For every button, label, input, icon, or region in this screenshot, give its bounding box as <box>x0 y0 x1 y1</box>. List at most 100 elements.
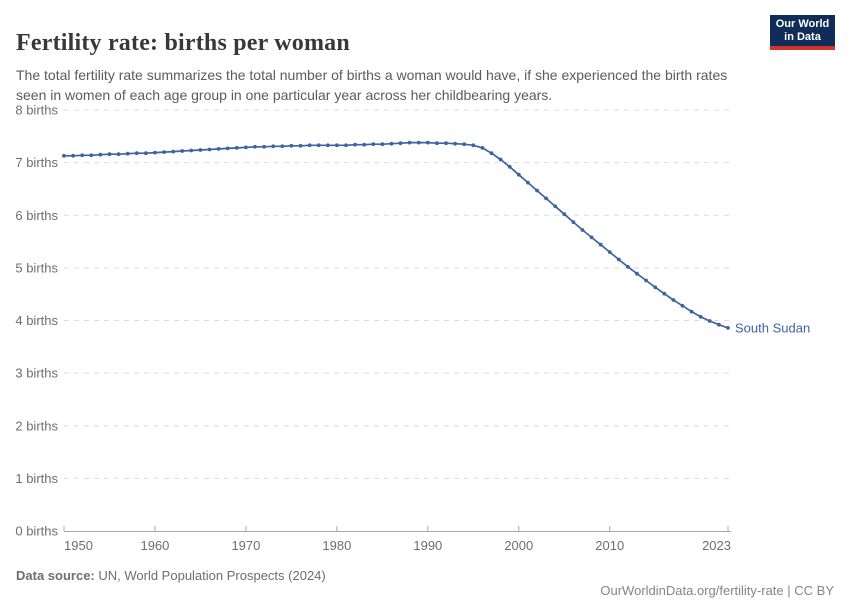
data-point[interactable] <box>662 291 667 296</box>
data-point[interactable] <box>116 152 121 157</box>
data-point[interactable] <box>689 309 694 314</box>
data-point[interactable] <box>526 180 530 185</box>
x-tick-label: 1960 <box>140 538 169 553</box>
data-point[interactable] <box>398 141 403 146</box>
data-point[interactable] <box>225 146 230 151</box>
data-point[interactable] <box>626 264 630 269</box>
y-tick-label: 8 births <box>15 103 58 118</box>
data-point[interactable] <box>198 148 203 152</box>
data-point[interactable] <box>289 143 294 148</box>
data-point[interactable] <box>416 140 421 145</box>
data-point[interactable] <box>271 144 276 149</box>
data-point[interactable] <box>180 149 185 153</box>
data-point[interactable] <box>380 142 385 147</box>
data-point[interactable] <box>580 228 585 232</box>
x-tick-label: 2023 <box>702 538 731 553</box>
data-point[interactable] <box>171 149 176 154</box>
data-point[interactable] <box>616 257 621 262</box>
data-point[interactable] <box>162 150 167 155</box>
data-point[interactable] <box>207 147 212 152</box>
data-point[interactable] <box>98 152 103 157</box>
data-point[interactable] <box>134 151 139 156</box>
data-point[interactable] <box>571 220 576 225</box>
data-point[interactable] <box>244 145 248 150</box>
data-point[interactable] <box>407 140 412 145</box>
data-point[interactable] <box>262 144 266 149</box>
data-point[interactable] <box>544 196 548 201</box>
data-point[interactable] <box>144 151 148 156</box>
data-point[interactable] <box>362 142 367 147</box>
chart-footer: Data source: UN, World Population Prospe… <box>16 568 834 600</box>
data-point[interactable] <box>553 204 558 209</box>
data-point[interactable] <box>635 271 639 276</box>
data-point[interactable] <box>253 144 257 149</box>
data-point[interactable] <box>516 172 521 177</box>
data-source-note: Data source: UN, World Population Prospe… <box>16 568 326 583</box>
data-point[interactable] <box>562 212 567 217</box>
data-point[interactable] <box>453 141 457 146</box>
data-point[interactable] <box>298 143 303 148</box>
data-point[interactable] <box>698 314 703 319</box>
data-point[interactable] <box>644 278 648 283</box>
data-point[interactable] <box>707 319 712 323</box>
data-point[interactable] <box>507 164 512 169</box>
x-tick-label: 1970 <box>231 538 260 553</box>
data-point[interactable] <box>371 142 376 147</box>
data-point[interactable] <box>189 148 194 153</box>
data-point[interactable] <box>607 250 612 255</box>
series-line[interactable] <box>64 141 729 329</box>
data-point[interactable] <box>89 153 94 158</box>
owid-url-link[interactable]: OurWorldinData.org/fertility-rate <box>600 583 784 598</box>
data-point[interactable] <box>316 143 321 148</box>
data-point[interactable] <box>425 140 430 145</box>
data-point[interactable] <box>280 144 285 149</box>
data-point[interactable] <box>489 151 494 156</box>
data-point[interactable] <box>471 143 476 148</box>
data-point[interactable] <box>480 146 485 150</box>
y-tick-label: 0 births <box>15 524 58 539</box>
data-point[interactable] <box>726 326 730 330</box>
x-tick-label: 1990 <box>413 538 442 553</box>
x-tick-label: 2000 <box>504 538 533 553</box>
data-point[interactable] <box>535 188 539 193</box>
data-point[interactable] <box>462 142 467 147</box>
data-point[interactable] <box>680 303 685 308</box>
data-point[interactable] <box>444 141 448 146</box>
data-point[interactable] <box>344 143 348 148</box>
data-point[interactable] <box>71 153 75 158</box>
data-source-text: UN, World Population Prospects (2024) <box>94 568 326 583</box>
data-point[interactable] <box>325 143 330 148</box>
page-title: Fertility rate: births per woman <box>16 30 350 57</box>
data-point[interactable] <box>717 322 721 327</box>
data-point[interactable] <box>353 142 357 147</box>
data-point[interactable] <box>435 141 439 146</box>
license-note: OurWorldinData.org/fertility-rate | CC B… <box>579 568 834 600</box>
data-point[interactable] <box>234 146 239 150</box>
data-point[interactable] <box>498 157 503 162</box>
chart-subtitle: The total fertility rate summarizes the … <box>16 67 728 103</box>
owid-logo-line1: Our World <box>775 17 830 30</box>
y-tick-label: 4 births <box>15 313 58 328</box>
y-tick-label: 6 births <box>15 208 58 223</box>
data-point[interactable] <box>107 152 112 157</box>
y-tick-label: 5 births <box>15 260 58 275</box>
data-point[interactable] <box>335 143 339 148</box>
data-point[interactable] <box>653 285 658 290</box>
data-point[interactable] <box>389 141 394 146</box>
data-point[interactable] <box>62 153 66 158</box>
owid-logo[interactable]: Our World in Data <box>770 15 835 50</box>
data-point[interactable] <box>80 153 85 158</box>
data-point[interactable] <box>307 143 312 148</box>
x-tick-label: 1980 <box>322 538 351 553</box>
data-point[interactable] <box>589 235 594 240</box>
data-point[interactable] <box>153 150 157 155</box>
data-point[interactable] <box>598 242 603 247</box>
data-point[interactable] <box>216 147 221 151</box>
data-point[interactable] <box>125 151 130 156</box>
license-suffix: | CC BY <box>783 583 834 598</box>
y-tick-label: 2 births <box>15 418 58 433</box>
y-tick-label: 3 births <box>15 366 58 381</box>
data-point[interactable] <box>671 298 676 302</box>
